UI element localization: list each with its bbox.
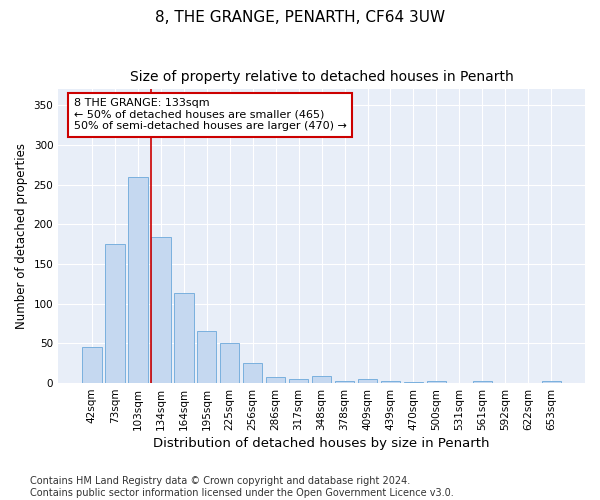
- Title: Size of property relative to detached houses in Penarth: Size of property relative to detached ho…: [130, 70, 514, 84]
- Bar: [197, 332, 217, 383]
- Bar: [542, 382, 561, 383]
- X-axis label: Distribution of detached houses by size in Penarth: Distribution of detached houses by size …: [154, 437, 490, 450]
- Bar: [82, 348, 101, 383]
- Bar: [151, 237, 170, 383]
- Bar: [427, 382, 446, 383]
- Bar: [266, 376, 286, 383]
- Bar: [243, 363, 262, 383]
- Text: 8, THE GRANGE, PENARTH, CF64 3UW: 8, THE GRANGE, PENARTH, CF64 3UW: [155, 10, 445, 25]
- Bar: [220, 342, 239, 383]
- Bar: [174, 294, 194, 383]
- Bar: [404, 382, 423, 383]
- Bar: [473, 382, 492, 383]
- Bar: [128, 176, 148, 383]
- Text: 8 THE GRANGE: 133sqm
← 50% of detached houses are smaller (465)
50% of semi-deta: 8 THE GRANGE: 133sqm ← 50% of detached h…: [74, 98, 347, 132]
- Bar: [312, 376, 331, 383]
- Text: Contains HM Land Registry data © Crown copyright and database right 2024.
Contai: Contains HM Land Registry data © Crown c…: [30, 476, 454, 498]
- Bar: [381, 382, 400, 383]
- Bar: [289, 379, 308, 383]
- Bar: [335, 380, 355, 383]
- Bar: [358, 379, 377, 383]
- Y-axis label: Number of detached properties: Number of detached properties: [15, 143, 28, 329]
- Bar: [105, 244, 125, 383]
